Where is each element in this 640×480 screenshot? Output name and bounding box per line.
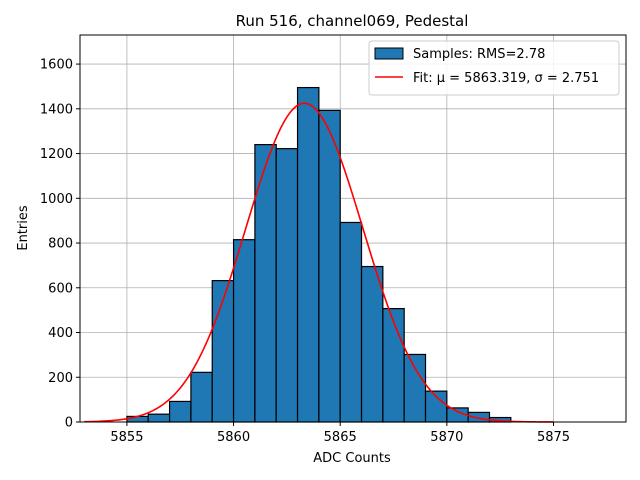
- histogram-bar: [360, 265, 384, 423]
- chart-title: Run 516, channel069, Pedestal: [236, 12, 469, 30]
- x-tick-label: 5865: [324, 430, 357, 445]
- fit-curve: [84, 102, 554, 423]
- x-tick-label: 5870: [430, 430, 463, 445]
- x-tick-label: 5875: [537, 430, 570, 445]
- y-axis-label: Entries: [16, 205, 31, 251]
- histogram-bar: [147, 413, 171, 423]
- x-axis-ticks: 5855 5860 5865 5870 5875: [110, 422, 570, 445]
- legend-histogram-label: Samples: RMS=2.78: [413, 47, 545, 62]
- histogram-bar: [382, 307, 405, 423]
- y-tick-label: 1000: [40, 192, 73, 207]
- y-tick-label: 0: [65, 416, 73, 431]
- legend: Samples: RMS=2.78 Fit: μ = 5863.319, σ =…: [368, 40, 620, 96]
- histogram-bar: [232, 239, 256, 423]
- legend-box: [368, 40, 620, 96]
- histogram-bar: [168, 400, 192, 423]
- x-axis-label: ADC Counts: [313, 451, 391, 466]
- y-axis-ticks: 0 200 400 600 800 1000 1200 1400 1600: [40, 58, 80, 431]
- histogram-bar: [190, 371, 213, 423]
- x-tick-label: 5855: [110, 430, 143, 445]
- histogram-bar: [296, 86, 320, 423]
- legend-histogram-swatch: [374, 47, 404, 60]
- y-tick-label: 1400: [40, 102, 73, 117]
- y-tick-label: 800: [48, 237, 73, 252]
- histogram-bars: [126, 86, 512, 423]
- x-tick-label: 5860: [217, 430, 250, 445]
- y-tick-label: 1200: [40, 147, 73, 162]
- histogram-bar: [318, 109, 341, 423]
- histogram-bar: [403, 353, 427, 423]
- y-tick-label: 1600: [40, 58, 73, 73]
- y-tick-label: 200: [48, 371, 73, 386]
- y-tick-label: 400: [48, 326, 73, 341]
- plot-area-frame: [79, 34, 627, 423]
- histogram-bar: [339, 221, 363, 423]
- histogram-bar: [126, 415, 149, 423]
- histogram-bar: [275, 148, 299, 423]
- y-tick-label: 600: [48, 281, 73, 296]
- legend-fit-label: Fit: μ = 5863.319, σ = 2.751: [413, 71, 599, 86]
